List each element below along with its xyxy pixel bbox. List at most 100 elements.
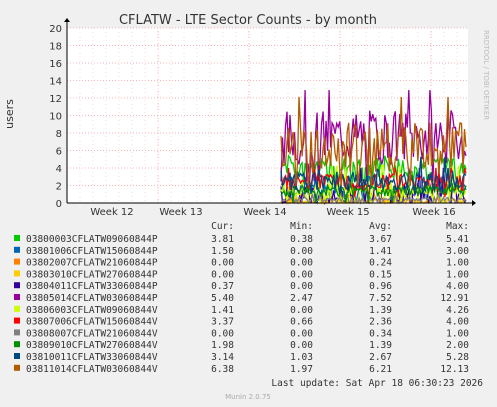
legend-value: 0.37 xyxy=(211,281,234,292)
legend-value: 5.28 xyxy=(446,352,469,363)
legend-value: 12.91 xyxy=(440,293,469,304)
legend-value: 12.13 xyxy=(440,364,469,375)
y-tick-label: 18 xyxy=(49,42,62,53)
legend-header: Avg: xyxy=(369,221,392,232)
legend-series-name: 03805014CFLATW03060844P xyxy=(26,293,158,304)
legend-swatch xyxy=(14,364,20,371)
side-text: RRDTOOL / TOBI OETIKER xyxy=(482,30,490,120)
legend-value: 0.00 xyxy=(211,258,234,269)
grid xyxy=(67,27,468,203)
x-tick-label: Week 12 xyxy=(90,207,133,218)
legend-value: 6.38 xyxy=(211,364,234,375)
legend-series-name: 03800003CFLATW09060844P xyxy=(26,234,158,245)
x-tick-label: Week 15 xyxy=(326,207,369,218)
y-tick-label: 14 xyxy=(49,77,62,88)
legend-value: 0.96 xyxy=(369,281,392,292)
legend-value: 0.00 xyxy=(290,340,313,351)
legend-swatch xyxy=(14,317,20,324)
y-tick-label: 4 xyxy=(56,164,62,175)
footer-version: Munin 2.0.75 xyxy=(225,393,271,401)
legend-header: Max: xyxy=(446,221,469,232)
legend-value: 1.50 xyxy=(211,246,234,257)
legend-value: 3.81 xyxy=(211,234,234,245)
legend-swatch xyxy=(14,235,20,241)
legend-swatch xyxy=(14,270,20,277)
legend-value: 4.26 xyxy=(446,305,469,316)
y-axis-arrow xyxy=(64,18,70,22)
legend-value: 0.15 xyxy=(369,269,392,280)
legend-value: 2.47 xyxy=(290,293,313,304)
y-tick-label: 2 xyxy=(56,182,62,193)
legend-series-name: 03804011CFLATW33060844P xyxy=(26,281,158,292)
legend-swatch xyxy=(14,282,20,289)
legend-value: 0.00 xyxy=(290,246,313,257)
legend-value: 4.00 xyxy=(446,317,469,328)
y-tick-label: 0 xyxy=(56,199,62,210)
y-tick-label: 20 xyxy=(49,24,62,35)
legend-value: 2.36 xyxy=(369,317,392,328)
legend-value: 3.37 xyxy=(211,317,234,328)
axes: 0 2 4 6 8 10 12 14 16 18 20 Week 12 Week 13 Week 14 We… xyxy=(49,18,476,218)
y-tick-label: 8 xyxy=(56,129,62,140)
legend-value: 0.00 xyxy=(290,269,313,280)
legend-value: 6.21 xyxy=(369,364,392,375)
legend-series-name: 03809010CFLATW27060844V xyxy=(26,340,158,351)
legend-series-name: 03803010CFLATW27060844P xyxy=(26,269,158,280)
legend-value: 0.38 xyxy=(290,234,313,245)
legend-series-name: 03810011CFLATW33060844V xyxy=(26,352,158,363)
legend-value: 1.03 xyxy=(290,352,313,363)
legend-value: 0.00 xyxy=(290,305,313,316)
legend-swatch xyxy=(14,305,20,312)
legend-swatch xyxy=(14,353,20,359)
legend-value: 5.40 xyxy=(211,293,234,304)
legend-swatch xyxy=(14,329,20,336)
x-axis-arrow xyxy=(472,200,476,206)
legend-swatch xyxy=(14,258,20,265)
legend-header: Cur: xyxy=(211,221,234,232)
legend-value: 0.34 xyxy=(369,328,392,339)
series-lines xyxy=(280,89,467,206)
legend-series-name: 03808007CFLATW21060844V xyxy=(26,328,158,339)
legend-value: 0.00 xyxy=(290,258,313,269)
series-line-10 xyxy=(280,156,467,195)
legend-value: 0.24 xyxy=(369,258,392,269)
x-tick-label: Week 16 xyxy=(412,207,455,218)
legend-value: 7.52 xyxy=(369,293,392,304)
legend-series-name: 03811014CFLATW03060844V xyxy=(26,364,158,375)
legend-value: 0.00 xyxy=(290,281,313,292)
legend-value: 2.00 xyxy=(446,340,469,351)
legend-value: 1.00 xyxy=(446,328,469,339)
legend-value: 0.00 xyxy=(211,269,234,280)
legend-value: 1.00 xyxy=(446,258,469,269)
x-tick-label: Week 14 xyxy=(243,207,286,218)
legend-series-name: 03802007CFLATW21060844P xyxy=(26,258,158,269)
legend-value: 1.39 xyxy=(369,340,392,351)
legend-swatch xyxy=(14,341,20,348)
legend-value: 1.97 xyxy=(290,364,313,375)
y-tick-label: 12 xyxy=(49,94,62,105)
legend-value: 1.00 xyxy=(446,269,469,280)
legend-series-name: 03807006CFLATW15060844V xyxy=(26,317,158,328)
series-line-11 xyxy=(280,96,467,186)
legend: Cur: Min: Avg: Max: 03800003CFLATW09060844P 3… xyxy=(14,221,469,375)
legend-series-name: 03801006CFLATW15060844P xyxy=(26,246,158,257)
y-tick-label: 6 xyxy=(56,147,62,158)
x-tick-label: Week 13 xyxy=(159,207,202,218)
legend-value: 3.67 xyxy=(369,234,392,245)
legend-value: 1.41 xyxy=(369,246,392,257)
legend-header: Min: xyxy=(290,221,313,232)
legend-series-name: 03806003CFLATW09060844V xyxy=(26,305,158,316)
legend-swatch xyxy=(14,246,20,253)
legend-value: 1.98 xyxy=(211,340,234,351)
legend-value: 0.00 xyxy=(290,328,313,339)
y-axis-label: users xyxy=(3,99,16,129)
legend-value: 3.14 xyxy=(211,352,234,363)
series-line-8 xyxy=(280,192,467,205)
legend-value: 1.41 xyxy=(211,305,234,316)
last-update: Last update: Sat Apr 18 06:30:23 2026 xyxy=(271,378,483,389)
legend-value: 3.00 xyxy=(446,246,469,257)
legend-value: 1.39 xyxy=(369,305,392,316)
chart-title: CFLATW - LTE Sector Counts - by month xyxy=(119,13,377,28)
legend-value: 0.66 xyxy=(290,317,313,328)
